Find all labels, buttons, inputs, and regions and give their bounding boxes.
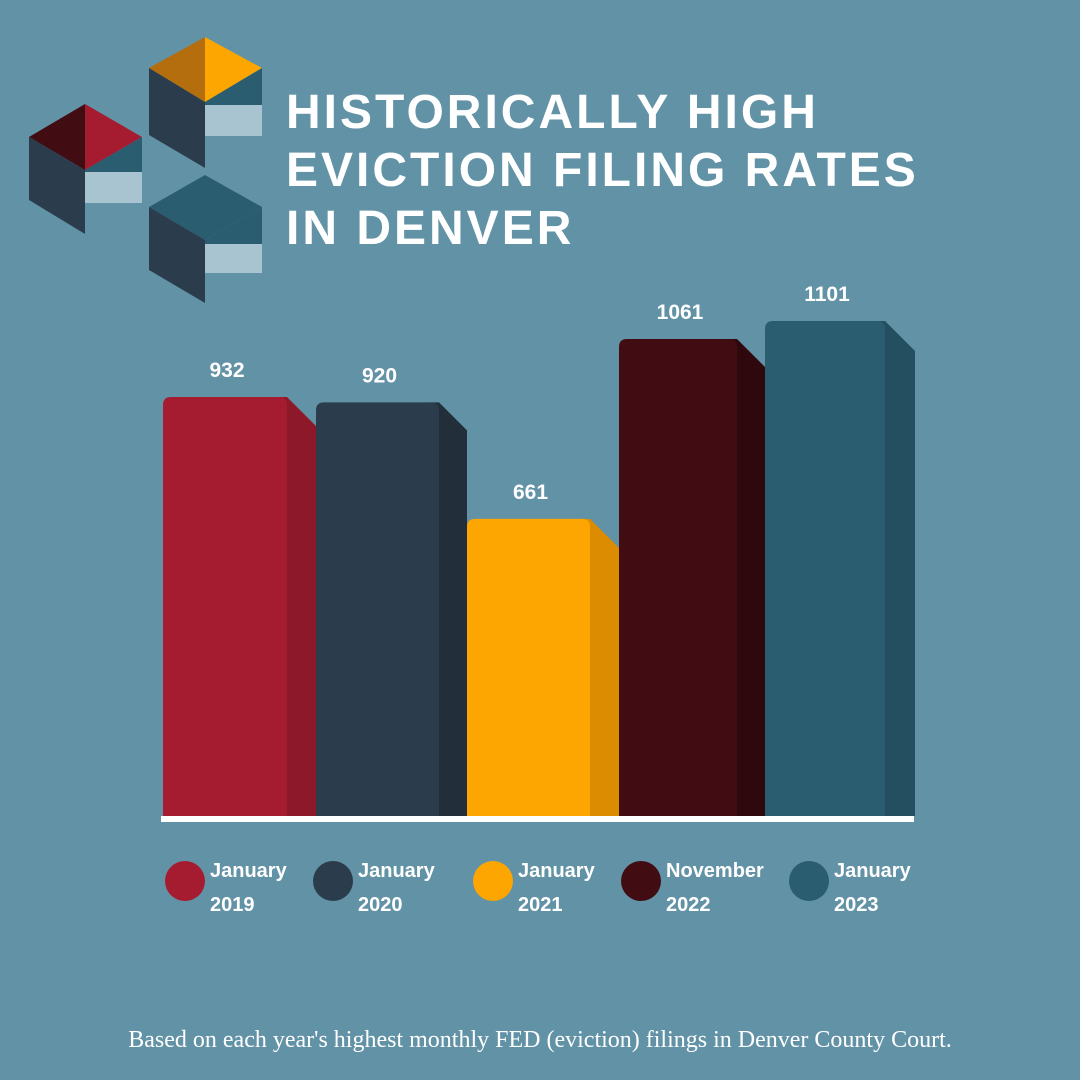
bar-january-2020 (316, 402, 439, 816)
legend-label: January 2019 (210, 860, 287, 916)
logo-cube-orange (149, 37, 262, 168)
legend-swatch-2022 (621, 861, 661, 901)
value-label-november-2022: 1061 (657, 301, 704, 324)
bar-side-january-2023 (877, 321, 915, 816)
title-line-3: in Denver (286, 202, 575, 255)
bars-layer (163, 321, 915, 816)
legend-label: January 2021 (518, 860, 595, 916)
value-label-january-2020: 920 (362, 364, 397, 387)
legend-label: November 2022 (666, 860, 764, 916)
value-label-january-2023: 1101 (804, 283, 850, 306)
logo-cube-teal (149, 175, 262, 303)
legend-swatch-2020 (313, 861, 353, 901)
page-title: Historically High Eviction Filing Rates … (286, 84, 919, 258)
value-label-january-2019: 932 (209, 359, 244, 382)
legend-label: January 2023 (834, 860, 911, 916)
logo-cubes-icon (29, 37, 262, 303)
bar-january-2019 (163, 396, 287, 816)
bar-side-november-2022 (729, 338, 765, 816)
title-line-1: Historically High (286, 86, 819, 139)
bar-side-january-2020 (431, 402, 467, 816)
bar-january-2023 (765, 321, 885, 816)
legend-swatch-2023 (789, 861, 829, 901)
title-line-2: Eviction Filing Rates (286, 144, 919, 197)
chart-legend: January 2019 January 2020 January 2021 N… (165, 856, 945, 926)
bar-side-january-2021 (582, 518, 620, 816)
x-axis-baseline (161, 816, 914, 822)
legend-label: January 2020 (358, 860, 435, 916)
legend-swatch-2019 (165, 861, 205, 901)
logo-cube-red (29, 104, 142, 234)
footnote: Based on each year's highest monthly FED… (128, 1027, 952, 1053)
bar-november-2022 (619, 338, 737, 816)
value-labels-layer: 932 920 661 1061 1101 (209, 283, 850, 504)
bar-january-2021 (467, 518, 590, 816)
bar-side-january-2019 (279, 396, 317, 816)
legend-swatch-2021 (473, 861, 513, 901)
value-label-january-2021: 661 (513, 481, 548, 504)
